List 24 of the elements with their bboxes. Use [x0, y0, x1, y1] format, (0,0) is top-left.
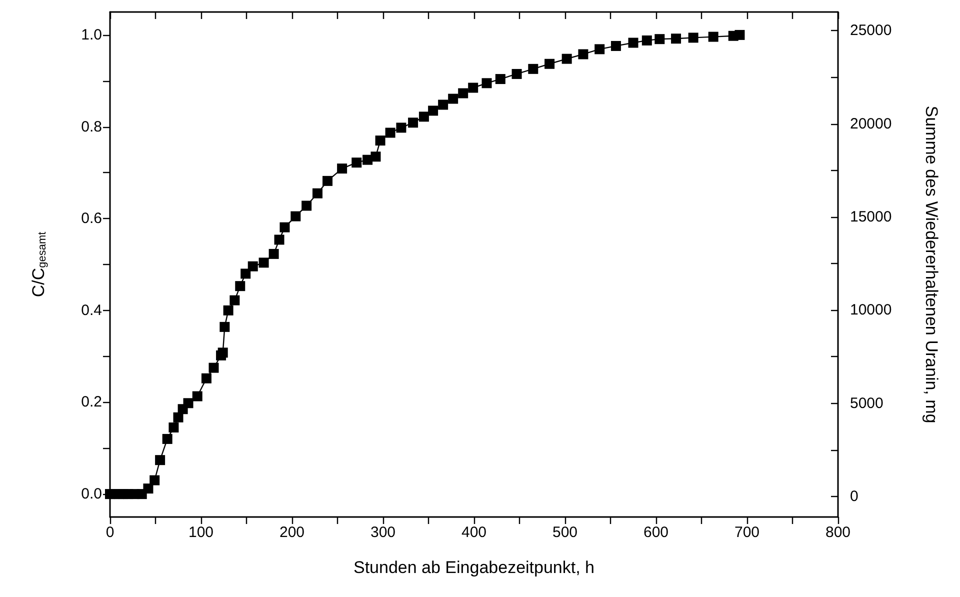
y2-tick-label: 25000	[850, 22, 892, 40]
y-tick-label: 0.0	[81, 486, 102, 503]
x-tick-label: 0	[106, 524, 114, 541]
y2-tick-label: 10000	[850, 302, 892, 319]
y-axis-title: C/Cgesamt	[29, 232, 48, 298]
y2-tick-label: 0	[850, 488, 858, 505]
x-tick-label: 500	[552, 524, 578, 541]
x-tick-label: 300	[370, 524, 396, 541]
y2-tick-label: 15000	[850, 208, 892, 226]
x-tick-label: 100	[188, 524, 214, 541]
y-tick-label: 1.0	[81, 26, 102, 44]
y-tick-label: 0.2	[81, 394, 102, 411]
y2-axis-title: Summe des Wiedererhaltenen Uranin, mg	[922, 106, 941, 424]
x-tick-label: 400	[461, 524, 487, 541]
y-tick-label: 0.8	[81, 118, 102, 136]
x-axis-title: Stunden ab Eingabezeitpunkt, h	[353, 558, 595, 577]
x-tick-label: 200	[279, 524, 305, 541]
x-tick-label: 800	[825, 524, 851, 541]
x-tick-label: 700	[734, 524, 760, 541]
y2-tick-label: 20000	[850, 115, 892, 132]
x-tick-label: 600	[643, 524, 669, 541]
y-tick-label: 0.4	[81, 302, 102, 319]
y-tick-label: 0.6	[81, 210, 102, 228]
y2-tick-label: 5000	[850, 394, 884, 412]
